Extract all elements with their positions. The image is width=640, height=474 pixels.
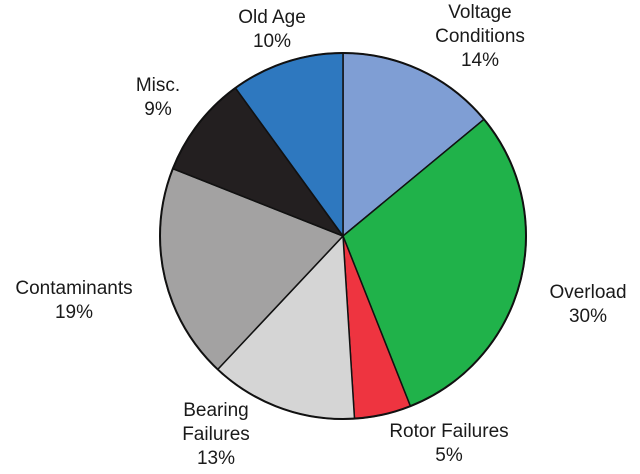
pie-outline [159,52,527,420]
slice-label: Bearing Failures 13% [182,400,250,469]
slice-value-label: 30% [569,306,607,327]
slice-value-label: 5% [435,445,463,466]
slice-value-label: 19% [55,302,93,323]
slice-name-label: Misc. [136,75,180,96]
slice-value-label: 13% [197,448,235,469]
slice-label: Voltage Conditions 14% [435,2,525,71]
pie-labels: Voltage Conditions 14% Overload 30% Rotor Fai… [15,2,626,469]
slice-name-label: Contaminants [15,278,132,299]
pie-slices [159,52,527,420]
slice-label: Misc. 9% [136,75,180,120]
slice-value-label: 9% [144,99,172,120]
slice-name-label: Bearing [183,400,249,421]
slice-name-label: Old Age [238,7,306,28]
slice-label: Old Age 10% [238,7,306,52]
slice-name-label: Failures [182,424,250,445]
slice-name-label: Conditions [435,26,525,47]
slice-name-label: Rotor Failures [389,421,508,442]
slice-label: Overload 30% [549,282,626,327]
slice-value-label: 10% [253,31,291,52]
slice-name-label: Voltage [448,2,511,23]
slice-label: Rotor Failures 5% [389,421,508,466]
slice-name-label: Overload [549,282,626,303]
slice-value-label: 14% [461,50,499,71]
slice-label: Contaminants 19% [15,278,132,323]
